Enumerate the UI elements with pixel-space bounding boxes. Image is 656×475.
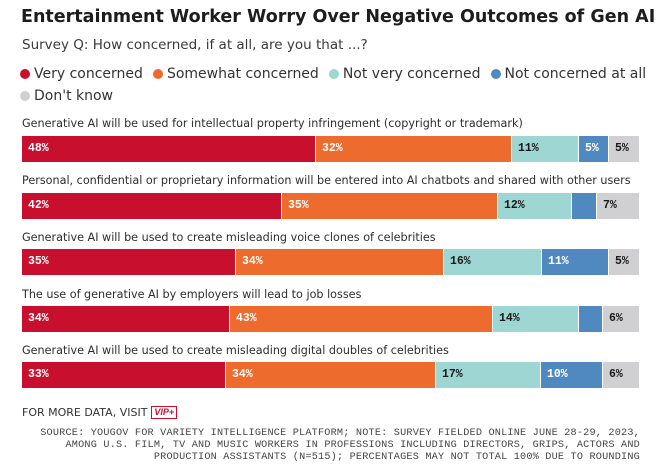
legend-label: Somewhat concerned — [166, 66, 319, 82]
vip-logo[interactable]: VIP+ — [151, 406, 178, 419]
legend-label: Don't know — [34, 88, 114, 104]
bar-segment: 5% — [609, 136, 639, 162]
bar-segment: 11% — [542, 249, 608, 275]
legend-label: Very concerned — [34, 66, 143, 82]
bar-segment: 16% — [444, 249, 541, 275]
bar-segment: 34% — [226, 362, 435, 388]
legend-item-very-concerned: Very concerned — [20, 66, 143, 82]
legend-row: Don't know — [20, 85, 640, 107]
legend-row: Very concerned Somewhat concerned Not ve… — [20, 63, 646, 85]
stacked-bar: 34% 43% 14% 6% — [22, 306, 640, 332]
bar-segment: 48% — [22, 136, 315, 162]
source-note: SOURCE: YOUGOV FOR VARIETY INTELLIGENCE … — [40, 428, 640, 463]
bar-segment: 33% — [22, 362, 225, 388]
legend-dot-icon — [328, 69, 339, 79]
stacked-bar: 42% 35% 12% 7% — [22, 193, 640, 219]
legend-item-somewhat-concerned: Somewhat concerned — [152, 66, 319, 82]
bar-segment: 6% — [603, 362, 639, 388]
legend-dot-icon — [152, 69, 163, 79]
bar-segment: 42% — [22, 193, 281, 219]
legend-dot-icon — [20, 69, 30, 79]
bar-segment: 35% — [282, 193, 497, 219]
bar-segment: 17% — [436, 362, 540, 388]
bar-segment: 5% — [579, 136, 608, 162]
legend-dot-icon — [20, 91, 30, 101]
legend-dot-icon — [490, 69, 501, 79]
chart-title: Entertainment Worker Worry Over Negative… — [21, 7, 656, 27]
bar-segment — [572, 193, 596, 219]
stacked-bar: 33% 34% 17% 10% 6% — [22, 362, 640, 388]
chart-subtitle: Survey Q: How concerned, if at all, are … — [22, 37, 368, 53]
bar-segment: 34% — [236, 249, 443, 275]
bar-segment: 7% — [597, 193, 639, 219]
more-data-text: FOR MORE DATA, VISIT — [22, 406, 148, 419]
bar-segment: 12% — [498, 193, 571, 219]
legend-item-dont-know: Don't know — [20, 88, 113, 104]
stacked-bar: 48% 32% 11% 5% 5% — [22, 136, 640, 162]
legend-label: Not very concerned — [342, 66, 481, 82]
bar-row-label: Generative AI will be used to create mis… — [22, 344, 449, 357]
legend: Very concerned Somewhat concerned Not ve… — [20, 63, 646, 107]
legend-label: Not concerned at all — [504, 66, 647, 82]
bar-row-label: Generative AI will be used for intellect… — [22, 117, 523, 130]
bar-segment: 10% — [541, 362, 602, 388]
legend-item-not-concerned-at-all: Not concerned at all — [490, 66, 647, 82]
bar-segment: 6% — [603, 306, 639, 332]
bar-segment: 34% — [22, 306, 229, 332]
bar-segment: 43% — [230, 306, 492, 332]
more-data-line: FOR MORE DATA, VISIT VIP+ — [22, 406, 178, 419]
bar-row-label: Generative AI will be used to create mis… — [22, 231, 436, 244]
bar-row-label: Personal, confidential or proprietary in… — [22, 174, 631, 187]
bar-segment: 11% — [512, 136, 578, 162]
stacked-bar: 35% 34% 16% 11% 5% — [22, 249, 640, 275]
bar-segment: 32% — [316, 136, 511, 162]
bar-segment: 14% — [493, 306, 578, 332]
bar-segment — [579, 306, 602, 332]
bar-segment: 35% — [22, 249, 235, 275]
bar-segment: 5% — [609, 249, 639, 275]
legend-item-not-very-concerned: Not very concerned — [328, 66, 481, 82]
bar-row-label: The use of generative AI by employers wi… — [22, 288, 362, 301]
